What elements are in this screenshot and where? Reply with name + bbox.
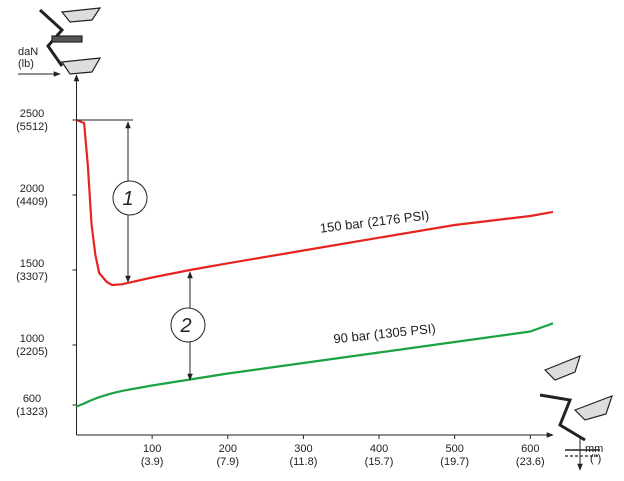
x-tick-label-alt: (19.7) — [440, 456, 469, 468]
y-tick-label-alt: (3307) — [16, 271, 48, 283]
x-tick-label-alt: (3.9) — [141, 456, 164, 468]
x-unit-alt: (") — [590, 453, 601, 465]
x-tick-label: 500 — [445, 443, 463, 455]
x-tick-label: 400 — [370, 443, 388, 455]
x-tick-label: 200 — [219, 443, 237, 455]
callout: 1 — [122, 188, 133, 210]
y-tick-label: 600 — [23, 393, 41, 405]
x-tick-label: 100 — [143, 443, 161, 455]
x-tick-label-alt: (23.6) — [516, 456, 545, 468]
plough-icon-right — [539, 354, 613, 457]
callout: 2 — [179, 315, 191, 337]
y-tick-label: 1500 — [20, 258, 44, 270]
y-tick-label-alt: (5512) — [16, 121, 48, 133]
series-line — [76, 322, 554, 408]
y-tick-label: 1000 — [20, 333, 44, 345]
y-tick-label-alt: (4409) — [16, 196, 48, 208]
y-unit: daN — [18, 46, 38, 58]
y-tick-label-alt: (2205) — [16, 346, 48, 358]
y-tick-label: 2000 — [20, 183, 44, 195]
y-tick-label-alt: (1323) — [16, 406, 48, 418]
x-tick-label: 600 — [521, 443, 539, 455]
y-unit-alt: (lb) — [18, 58, 34, 70]
x-tick-label-alt: (15.7) — [365, 456, 394, 468]
y-tick-label: 2500 — [20, 108, 44, 120]
series-line — [76, 118, 554, 287]
callout-circle — [112, 180, 148, 216]
x-tick-label-alt: (11.8) — [289, 456, 317, 468]
callout-circle — [170, 307, 206, 343]
x-tick-label: 300 — [294, 443, 312, 455]
plough-icon-top — [38, 7, 102, 75]
x-unit: mm — [585, 443, 603, 455]
series-label: 90 bar (1305 PSI) — [333, 321, 437, 347]
x-tick-label-alt: (7.9) — [216, 456, 239, 468]
